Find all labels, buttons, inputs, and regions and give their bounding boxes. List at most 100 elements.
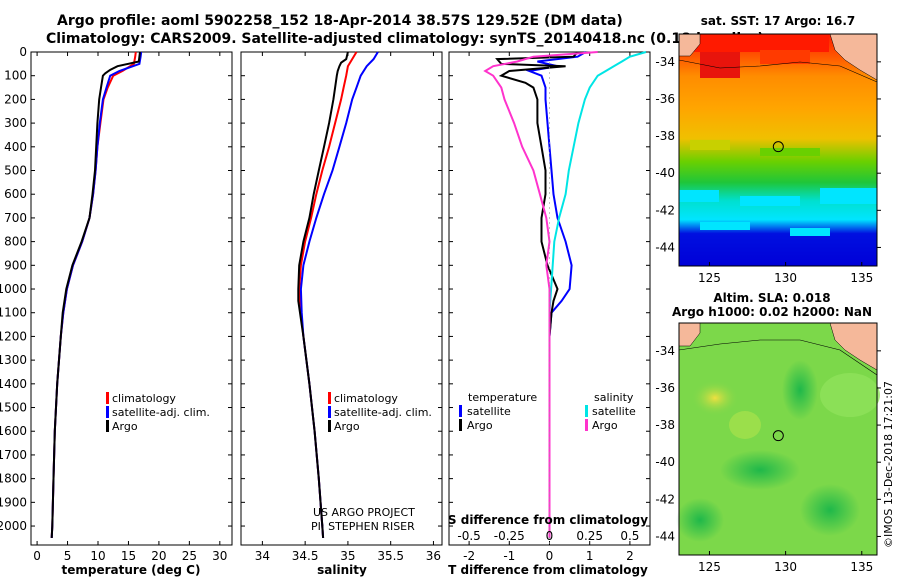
legend-label-argo: Argo [334, 420, 360, 433]
x-tick-label: 1 [586, 549, 594, 563]
x-tick-label: 25 [182, 549, 197, 563]
y-tick-label: 1200 [0, 329, 27, 343]
y-tick-label: 800 [4, 235, 27, 249]
sla-map-title-line1: Altim. SLA: 0.018 [713, 291, 830, 305]
x-tick-label: 30 [212, 549, 227, 563]
series-line-climatology [50, 51, 137, 538]
y-tick-label: 1900 [0, 495, 27, 509]
legend-swatch-climatology [106, 392, 109, 404]
legend-label-argo: Argo [112, 420, 138, 433]
x-tick-label: 0 [33, 549, 41, 563]
x-tick-label: 20 [151, 549, 166, 563]
legend-label-climatology: climatology [112, 392, 176, 405]
s-x-tick-label: -0.25 [494, 529, 525, 543]
s-x-tick-label: -0.5 [457, 529, 480, 543]
temperature-xlabel: temperature (deg C) [62, 563, 201, 577]
map-y-tick-label: -34 [655, 344, 675, 358]
legend-swatch-t-satellite [459, 405, 462, 417]
legend-label-satellite: satellite-adj. clim. [334, 406, 432, 419]
legend-swatch-satellite [106, 406, 109, 418]
x-tick-label: 36 [426, 549, 441, 563]
sla-map-title-line2: Argo h1000: 0.02 h2000: NaN [672, 305, 872, 319]
x-tick-label: -2 [463, 549, 475, 563]
y-tick-label: 200 [4, 92, 27, 106]
sla-map-axes: 125 130 135 -34 -36 -38 -40 -42 -44 [655, 344, 881, 574]
legend-swatch-argo [106, 420, 109, 432]
legend-label-satellite: satellite-adj. clim. [112, 406, 210, 419]
map-y-tick-label: -34 [655, 55, 675, 69]
map-y-tick-label: -44 [655, 240, 675, 254]
y-tick-label: 1600 [0, 424, 27, 438]
legend-title-salinity: salinity [594, 391, 634, 404]
legend-label-t-satellite: satellite [467, 405, 511, 418]
map-x-tick-label: 130 [774, 271, 797, 285]
s-x-tick-label: 0.25 [576, 529, 603, 543]
x-tick-label: 15 [121, 549, 136, 563]
sst-shelf-contour [678, 59, 878, 83]
y-tick-label: 1400 [0, 377, 27, 391]
legend-label-t-argo: Argo [467, 419, 493, 432]
s-x-tick-label: 0.5 [620, 529, 639, 543]
legend-label-s-argo: Argo [592, 419, 618, 432]
legend-swatch-climatology [328, 392, 331, 404]
y-tick-label: 1800 [0, 472, 27, 486]
legend-swatch-s-argo [585, 419, 588, 431]
map-x-tick-label: 125 [698, 560, 721, 574]
series-line-argo [297, 51, 349, 538]
series-line-t-argo [495, 51, 579, 538]
x-tick-label: 2 [626, 549, 634, 563]
map-y-tick-label: -36 [655, 381, 675, 395]
map-y-tick-label: -40 [655, 166, 675, 180]
sst-map-title: sat. SST: 17 Argo: 16.7 [701, 14, 855, 28]
legend-title-temperature: temperature [468, 391, 537, 404]
y-tick-label: 1700 [0, 448, 27, 462]
figure-title-line2: Climatology: CARS2009. Satellite-adjuste… [46, 31, 764, 47]
series-line-satellite-adj-clim- [299, 51, 379, 538]
sst-map [678, 33, 878, 267]
x-tick-label: -1 [503, 549, 515, 563]
sla-high-anomaly [691, 380, 739, 416]
figure-title-line1: Argo profile: aoml 5902258_152 18-Apr-20… [57, 13, 623, 29]
y-tick-label: 1100 [0, 306, 27, 320]
map-y-tick-label: -36 [655, 92, 675, 106]
difference-xlabel: T difference from climatology [448, 563, 648, 577]
map-y-tick-label: -42 [655, 492, 675, 506]
series-line-s-satellite [548, 51, 647, 538]
y-tick-label: 500 [4, 164, 27, 178]
sst-map-axes: 125 130 135 -34 -36 -38 -40 -42 -44 [655, 55, 881, 285]
legend-swatch-argo [328, 420, 331, 432]
credit-line2: PI: STEPHEN RISER [311, 520, 415, 533]
map-y-tick-label: -42 [655, 203, 675, 217]
y-tick-label: 2000 [0, 519, 27, 533]
x-tick-label: 5 [64, 549, 72, 563]
difference-legend: temperature salinity satellite Argo sate… [459, 391, 636, 432]
x-tick-label: 34.5 [292, 549, 319, 563]
salinity-chart: 34 34.5 35 35.5 36 [241, 51, 442, 563]
sst-patches [679, 34, 877, 236]
sst-argo-location-marker [772, 141, 784, 153]
map-x-tick-label: 135 [850, 560, 873, 574]
y-tick-label: 700 [4, 211, 27, 225]
temperature-legend: climatology satellite-adj. clim. Argo [106, 392, 210, 433]
s-difference-title: S difference from climatology [448, 513, 648, 527]
y-tick-label: 300 [4, 116, 27, 130]
map-x-tick-label: 130 [774, 560, 797, 574]
map-y-tick-label: -38 [655, 129, 675, 143]
series-line-argo [50, 51, 141, 538]
y-tick-label: 0 [19, 45, 27, 59]
y-tick-label: 1300 [0, 353, 27, 367]
y-tick-label: 100 [4, 69, 27, 83]
credit-line1: US ARGO PROJECT [313, 506, 415, 519]
map-y-tick-label: -40 [655, 455, 675, 469]
temperature-chart: 0100200300400500600700800900100011001200… [0, 45, 232, 563]
sla-shelf-contour [678, 339, 878, 376]
temperature-panel [30, 51, 233, 546]
sla-map [676, 322, 880, 556]
s-x-tick-label: 0 [546, 529, 554, 543]
y-tick-label: 900 [4, 258, 27, 272]
imos-timestamp: ©IMOS 13-Dec-2018 17:21:07 [882, 381, 895, 548]
salinity-panel [240, 51, 443, 546]
map-y-tick-label: -44 [655, 529, 675, 543]
difference-chart: -2 -1 0 1 2 -0.5 -0.25 0 0.25 0.5 [449, 51, 650, 563]
